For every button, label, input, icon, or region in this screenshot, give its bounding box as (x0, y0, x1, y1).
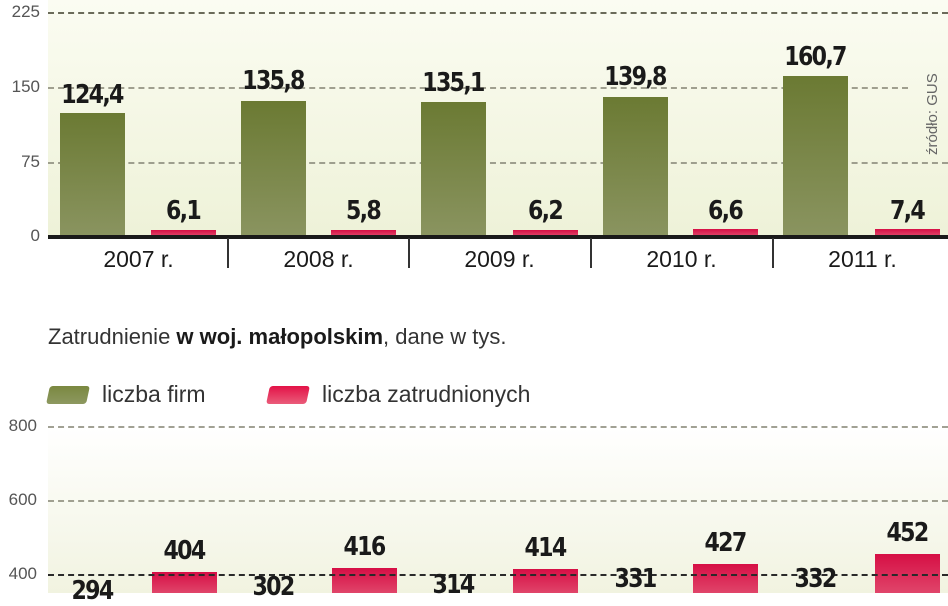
label-firms-2011-b: 332 (794, 564, 837, 594)
bar-employees-2007 (151, 230, 216, 236)
gridline-75 (48, 162, 948, 164)
gridline-225 (48, 12, 948, 14)
label-firms-2008-b: 302 (252, 572, 295, 602)
source-note: źródło: GUS (924, 73, 941, 155)
x-separator (772, 238, 774, 268)
label-employees-2009: 6,2 (527, 196, 564, 226)
legend-label-employees: liczba zatrudnionych (322, 381, 531, 407)
title-bold: w woj. małopolskim (176, 324, 384, 349)
bar-employees-2010 (693, 229, 758, 236)
bar-employees-2007-b (152, 572, 217, 593)
ytick-400: 400 (8, 564, 37, 583)
legend-item-employees: liczba zatrudnionych (266, 381, 531, 408)
label-employees-2007-b: 404 (163, 536, 206, 566)
chart-title: Zatrudnienie w woj. małopolskim, dane w … (48, 324, 507, 350)
bar-employees-2008 (331, 230, 396, 236)
label-firms-2007-b: 294 (71, 576, 114, 606)
x-label-2007: 2007 r. (103, 246, 174, 272)
legend-swatch-green (46, 385, 90, 404)
label-firms-2011: 160,7 (784, 42, 847, 72)
x-separator (227, 238, 229, 268)
bar-employees-2011 (875, 229, 940, 236)
ytick-600: 600 (8, 490, 37, 509)
x-axis-baseline (48, 235, 948, 239)
gridline-600 (48, 500, 948, 502)
x-label-2009: 2009 r. (464, 246, 535, 272)
ytick-150: 150 (11, 77, 40, 96)
x-label-2008: 2008 r. (283, 246, 354, 272)
gridline-800 (48, 426, 948, 428)
bar-firms-2009 (421, 102, 486, 236)
x-separator (408, 238, 410, 268)
bar-employees-2009 (513, 230, 578, 236)
legend-item-firms: liczba firm (46, 381, 206, 408)
title-prefix: Zatrudnienie (48, 324, 177, 349)
label-employees-2008-b: 416 (343, 532, 386, 562)
label-employees-2011-b: 452 (886, 518, 929, 548)
gridline-400 (48, 574, 948, 576)
ytick-800: 800 (8, 416, 37, 435)
x-label-2010: 2010 r. (646, 246, 717, 272)
bar-employees-2010-b (693, 564, 758, 593)
label-firms-2010-b: 331 (614, 564, 657, 594)
bar-employees-2008-b (332, 568, 397, 593)
legend-swatch-red (266, 385, 310, 404)
x-label-2011: 2011 r. (828, 246, 897, 272)
legend-label-firms: liczba firm (102, 381, 206, 407)
bar-employees-2009-b (513, 569, 578, 593)
bar-firms-2008 (241, 101, 306, 236)
label-employees-2011: 7,4 (889, 196, 926, 226)
bar-firms-2010 (603, 97, 668, 236)
label-employees-2008: 5,8 (345, 196, 382, 226)
label-employees-2010: 6,6 (707, 196, 744, 226)
ytick-225: 225 (11, 2, 40, 21)
gridline-150 (48, 87, 908, 89)
bottom-chart-background (48, 426, 948, 593)
ytick-0: 0 (30, 226, 40, 245)
bar-firms-2011 (783, 76, 848, 236)
ytick-75: 75 (21, 152, 40, 171)
label-firms-2009-b: 314 (432, 570, 475, 600)
label-employees-2010-b: 427 (704, 528, 747, 558)
bar-employees-2011-b (875, 554, 940, 593)
label-firms-2010: 139,8 (604, 62, 667, 92)
label-firms-2007: 124,4 (61, 80, 124, 110)
label-employees-2009-b: 414 (524, 533, 567, 563)
x-separator (590, 238, 592, 268)
title-suffix: , dane w tys. (383, 324, 507, 349)
bar-firms-2007 (60, 113, 125, 236)
label-firms-2008: 135,8 (242, 66, 305, 96)
label-firms-2009: 135,1 (422, 68, 485, 98)
label-employees-2007: 6,1 (165, 196, 202, 226)
